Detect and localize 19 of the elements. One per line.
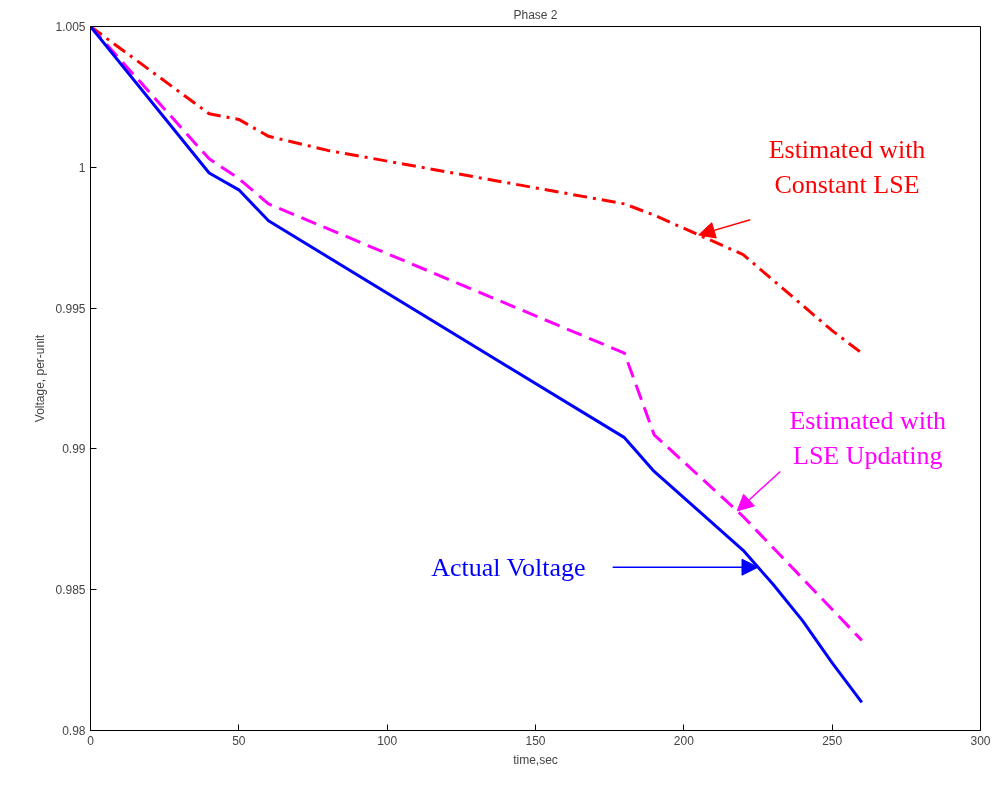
y-tick-label: 0.99 [62, 442, 86, 457]
x-tick-label: 300 [970, 733, 991, 748]
y-tick-label: 1.005 [55, 20, 86, 34]
x-tick-label: 200 [673, 733, 695, 748]
y-tick-label: 0.98 [62, 724, 86, 738]
y-tick-label: 1 [78, 160, 86, 175]
x-tick-label: 150 [525, 733, 546, 748]
y-axis-title: Voltage, per-unit [33, 334, 48, 423]
x-tick-label: 0 [87, 733, 95, 748]
y-tick-label: 0.995 [55, 301, 86, 316]
x-tick-label: 50 [232, 733, 246, 748]
x-axis-title: time,sec [513, 752, 558, 767]
annotation: Estimated with LSE Updating [789, 405, 947, 470]
annotation: Estimated with Constant LSE [768, 135, 926, 200]
annotation: Actual Voltage [431, 552, 586, 582]
y-tick-label: 0.985 [55, 583, 86, 598]
chart-title: Phase 2 [513, 7, 558, 22]
x-tick-label: 250 [822, 733, 843, 748]
x-tick-label: 100 [377, 733, 398, 748]
